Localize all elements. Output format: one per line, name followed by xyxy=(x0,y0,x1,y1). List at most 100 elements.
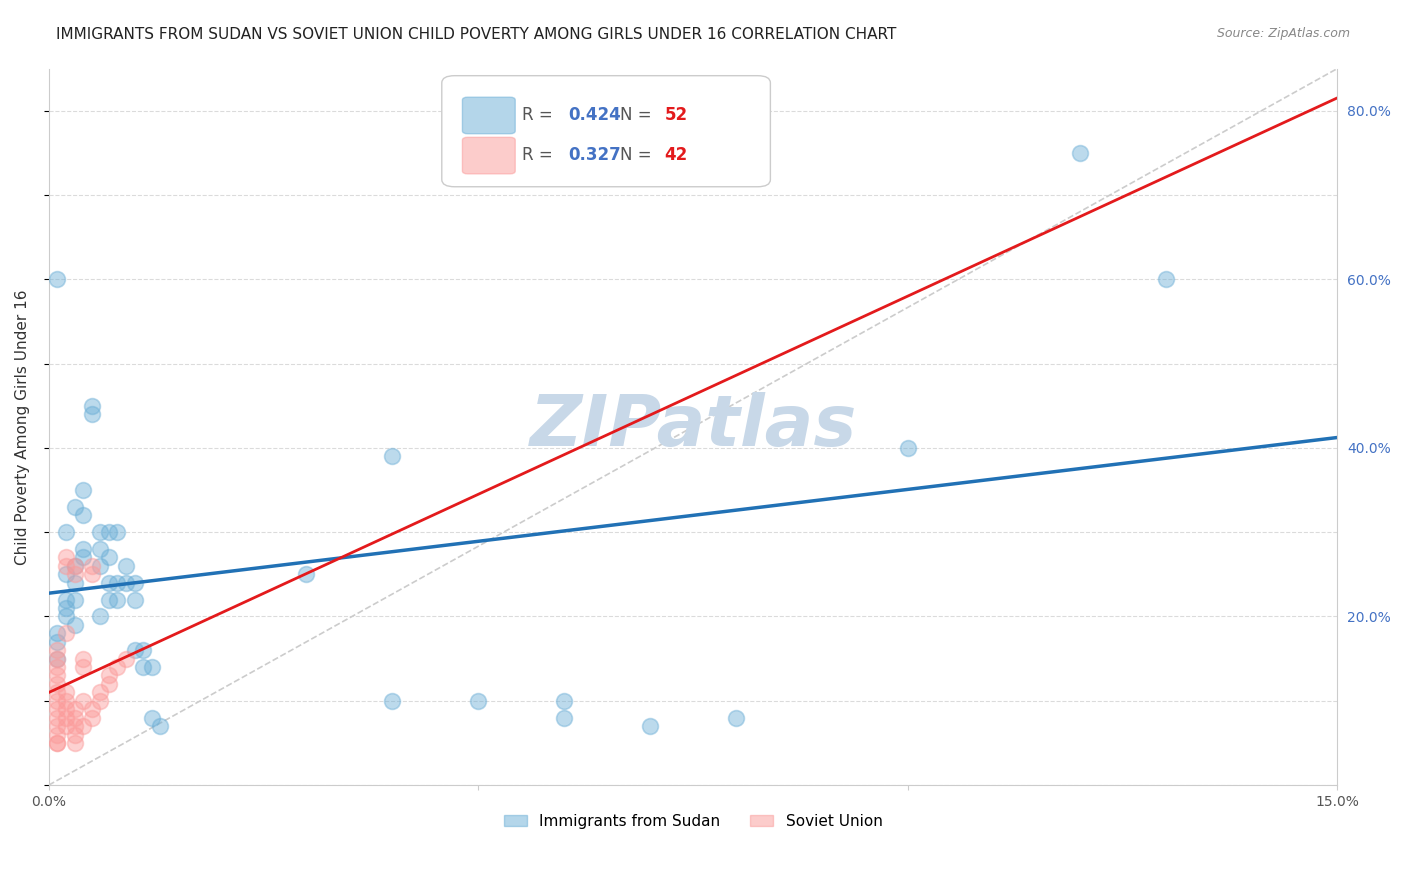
Point xyxy=(115,558,138,573)
Point xyxy=(97,525,120,540)
Point xyxy=(55,558,77,573)
Point xyxy=(553,711,575,725)
Point xyxy=(467,694,489,708)
Text: N =: N = xyxy=(620,146,657,164)
Point xyxy=(63,575,86,590)
Point xyxy=(46,643,69,657)
Point xyxy=(46,727,69,741)
Point xyxy=(1154,272,1177,286)
Point xyxy=(55,550,77,565)
Point xyxy=(72,550,94,565)
Point xyxy=(46,677,69,691)
Point xyxy=(107,525,129,540)
Text: 0.327: 0.327 xyxy=(568,146,621,164)
Text: 42: 42 xyxy=(665,146,688,164)
Text: N =: N = xyxy=(620,106,657,124)
Point xyxy=(46,626,69,640)
Point xyxy=(46,736,69,750)
Point xyxy=(149,719,172,733)
Point xyxy=(63,592,86,607)
Text: R =: R = xyxy=(522,106,558,124)
Point xyxy=(80,407,103,421)
Point xyxy=(638,719,661,733)
Point xyxy=(80,567,103,582)
Point xyxy=(46,272,69,286)
Point xyxy=(124,592,146,607)
Point xyxy=(553,694,575,708)
Point xyxy=(897,441,920,455)
Point xyxy=(72,542,94,557)
Point xyxy=(89,558,111,573)
Point xyxy=(55,719,77,733)
Point xyxy=(107,575,129,590)
Point xyxy=(141,660,163,674)
Point xyxy=(72,483,94,497)
Point xyxy=(89,685,111,699)
Text: 52: 52 xyxy=(665,106,688,124)
Point xyxy=(55,592,77,607)
Point xyxy=(124,643,146,657)
Point xyxy=(97,592,120,607)
Point xyxy=(1069,145,1091,160)
Point xyxy=(80,711,103,725)
Point xyxy=(55,711,77,725)
Text: ZIPatlas: ZIPatlas xyxy=(530,392,856,461)
Point xyxy=(63,558,86,573)
Text: 0.424: 0.424 xyxy=(568,106,621,124)
Point xyxy=(63,736,86,750)
Point xyxy=(63,567,86,582)
Point xyxy=(63,727,86,741)
FancyBboxPatch shape xyxy=(463,97,515,134)
Point xyxy=(46,651,69,665)
Point xyxy=(724,711,747,725)
Point xyxy=(46,634,69,648)
Point xyxy=(72,651,94,665)
Point xyxy=(80,558,103,573)
Point xyxy=(46,702,69,716)
Point xyxy=(55,609,77,624)
Point xyxy=(46,660,69,674)
Point xyxy=(97,677,120,691)
Point xyxy=(115,575,138,590)
Point xyxy=(55,601,77,615)
Point xyxy=(46,711,69,725)
Point xyxy=(55,567,77,582)
Text: IMMIGRANTS FROM SUDAN VS SOVIET UNION CHILD POVERTY AMONG GIRLS UNDER 16 CORRELA: IMMIGRANTS FROM SUDAN VS SOVIET UNION CH… xyxy=(56,27,897,42)
Point xyxy=(72,660,94,674)
Text: Source: ZipAtlas.com: Source: ZipAtlas.com xyxy=(1216,27,1350,40)
Point xyxy=(63,500,86,514)
Point xyxy=(55,525,77,540)
Point xyxy=(381,694,404,708)
Point xyxy=(97,575,120,590)
Point xyxy=(132,643,155,657)
Point xyxy=(72,694,94,708)
Point xyxy=(46,694,69,708)
Point xyxy=(295,567,318,582)
Point xyxy=(124,575,146,590)
Point xyxy=(89,542,111,557)
FancyBboxPatch shape xyxy=(463,137,515,174)
Point xyxy=(46,719,69,733)
Point xyxy=(89,694,111,708)
Point xyxy=(63,702,86,716)
Text: R =: R = xyxy=(522,146,558,164)
Point xyxy=(55,626,77,640)
Point xyxy=(63,711,86,725)
Point xyxy=(89,609,111,624)
Point xyxy=(46,651,69,665)
Point xyxy=(97,668,120,682)
Point xyxy=(132,660,155,674)
Point xyxy=(63,558,86,573)
Point xyxy=(97,550,120,565)
Point xyxy=(141,711,163,725)
Point xyxy=(55,685,77,699)
Point xyxy=(381,450,404,464)
Point xyxy=(72,508,94,523)
Legend: Immigrants from Sudan, Soviet Union: Immigrants from Sudan, Soviet Union xyxy=(498,807,889,835)
Point xyxy=(63,618,86,632)
Point xyxy=(46,736,69,750)
Point xyxy=(80,702,103,716)
Point xyxy=(80,399,103,413)
Point xyxy=(46,668,69,682)
Y-axis label: Child Poverty Among Girls Under 16: Child Poverty Among Girls Under 16 xyxy=(15,289,30,565)
